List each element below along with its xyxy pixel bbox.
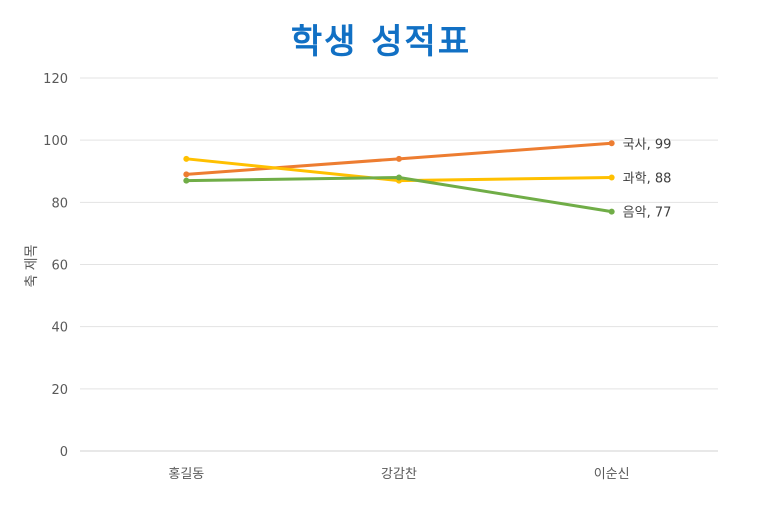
y-tick-label: 100 bbox=[43, 134, 68, 149]
series-end-label: 국사, 99 bbox=[623, 137, 672, 152]
data-labels: 국사, 99 과학, 88 음악, 77 bbox=[623, 137, 672, 220]
x-category-label: 강감찬 bbox=[381, 467, 417, 482]
series-end-label: 과학, 88 bbox=[623, 171, 672, 186]
series-end-label: 음악, 77 bbox=[623, 206, 672, 221]
y-tick-label: 80 bbox=[51, 196, 68, 211]
data-point bbox=[608, 140, 615, 147]
y-tick-label: 20 bbox=[51, 383, 68, 398]
x-axis-categories: 홍길동 강감찬 이순신 bbox=[168, 467, 629, 482]
x-category-label: 홍길동 bbox=[168, 467, 204, 482]
data-point bbox=[608, 174, 615, 181]
chart-title: 학생 성적표 bbox=[290, 22, 472, 62]
x-category-label: 이순신 bbox=[594, 467, 630, 482]
data-point bbox=[396, 174, 402, 181]
y-tick-label: 0 bbox=[60, 445, 68, 460]
data-point bbox=[608, 208, 615, 215]
data-point bbox=[183, 171, 190, 178]
y-tick-label: 60 bbox=[51, 259, 68, 274]
y-tick-label: 40 bbox=[51, 321, 68, 336]
y-axis-title: 축 제목 bbox=[24, 244, 40, 287]
y-axis-ticks: 0 20 40 60 80 100 120 bbox=[43, 72, 68, 460]
data-point bbox=[183, 177, 190, 184]
y-tick-label: 120 bbox=[43, 72, 68, 87]
data-point bbox=[183, 155, 190, 162]
series-lines bbox=[183, 140, 615, 215]
data-point bbox=[396, 155, 402, 162]
gridlines bbox=[80, 77, 718, 452]
